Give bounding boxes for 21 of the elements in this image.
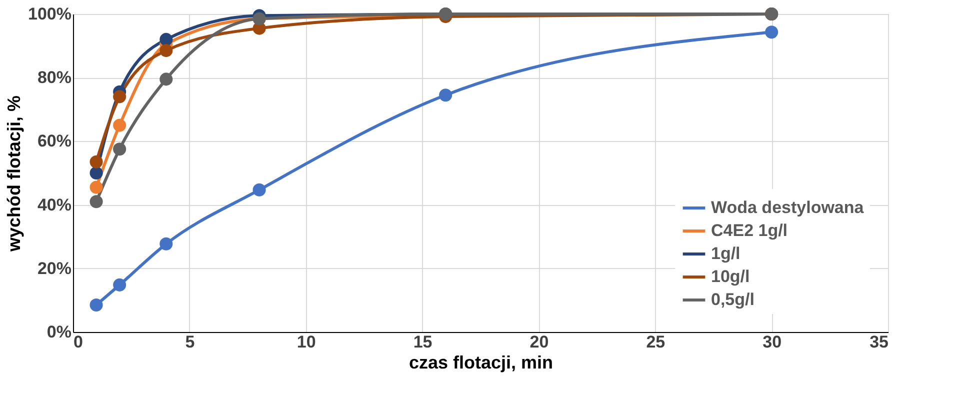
legend-label: C4E2 1g/l [711, 221, 788, 240]
x-tick-label: 35 [870, 332, 888, 352]
x-tick-label: 10 [296, 332, 316, 352]
legend-label: 0,5g/l [711, 290, 754, 309]
x-tick-label: 30 [762, 332, 782, 352]
y-tick-label: 40% [37, 195, 72, 214]
y-tick-label: 80% [37, 68, 72, 88]
y-tick-label: 60% [37, 132, 72, 151]
x-tick-label: 0 [74, 332, 83, 352]
legend-label: 1g/l [711, 244, 740, 263]
x-tick-label: 15 [413, 332, 432, 352]
x-tick-label: 5 [185, 332, 195, 352]
y-axis-title: wychód flotacji, % [4, 95, 24, 253]
x-tick-label: 25 [646, 332, 666, 352]
y-tick-label: 0% [46, 322, 72, 342]
legend-label: Woda destylowana [711, 198, 864, 217]
x-tick-label: 20 [530, 332, 549, 352]
y-tick-label: 20% [37, 258, 72, 278]
y-tick-label: 100% [28, 4, 72, 24]
x-axis-title: czas flotacji, min [408, 352, 554, 372]
legend-label: 10g/l [711, 267, 750, 286]
